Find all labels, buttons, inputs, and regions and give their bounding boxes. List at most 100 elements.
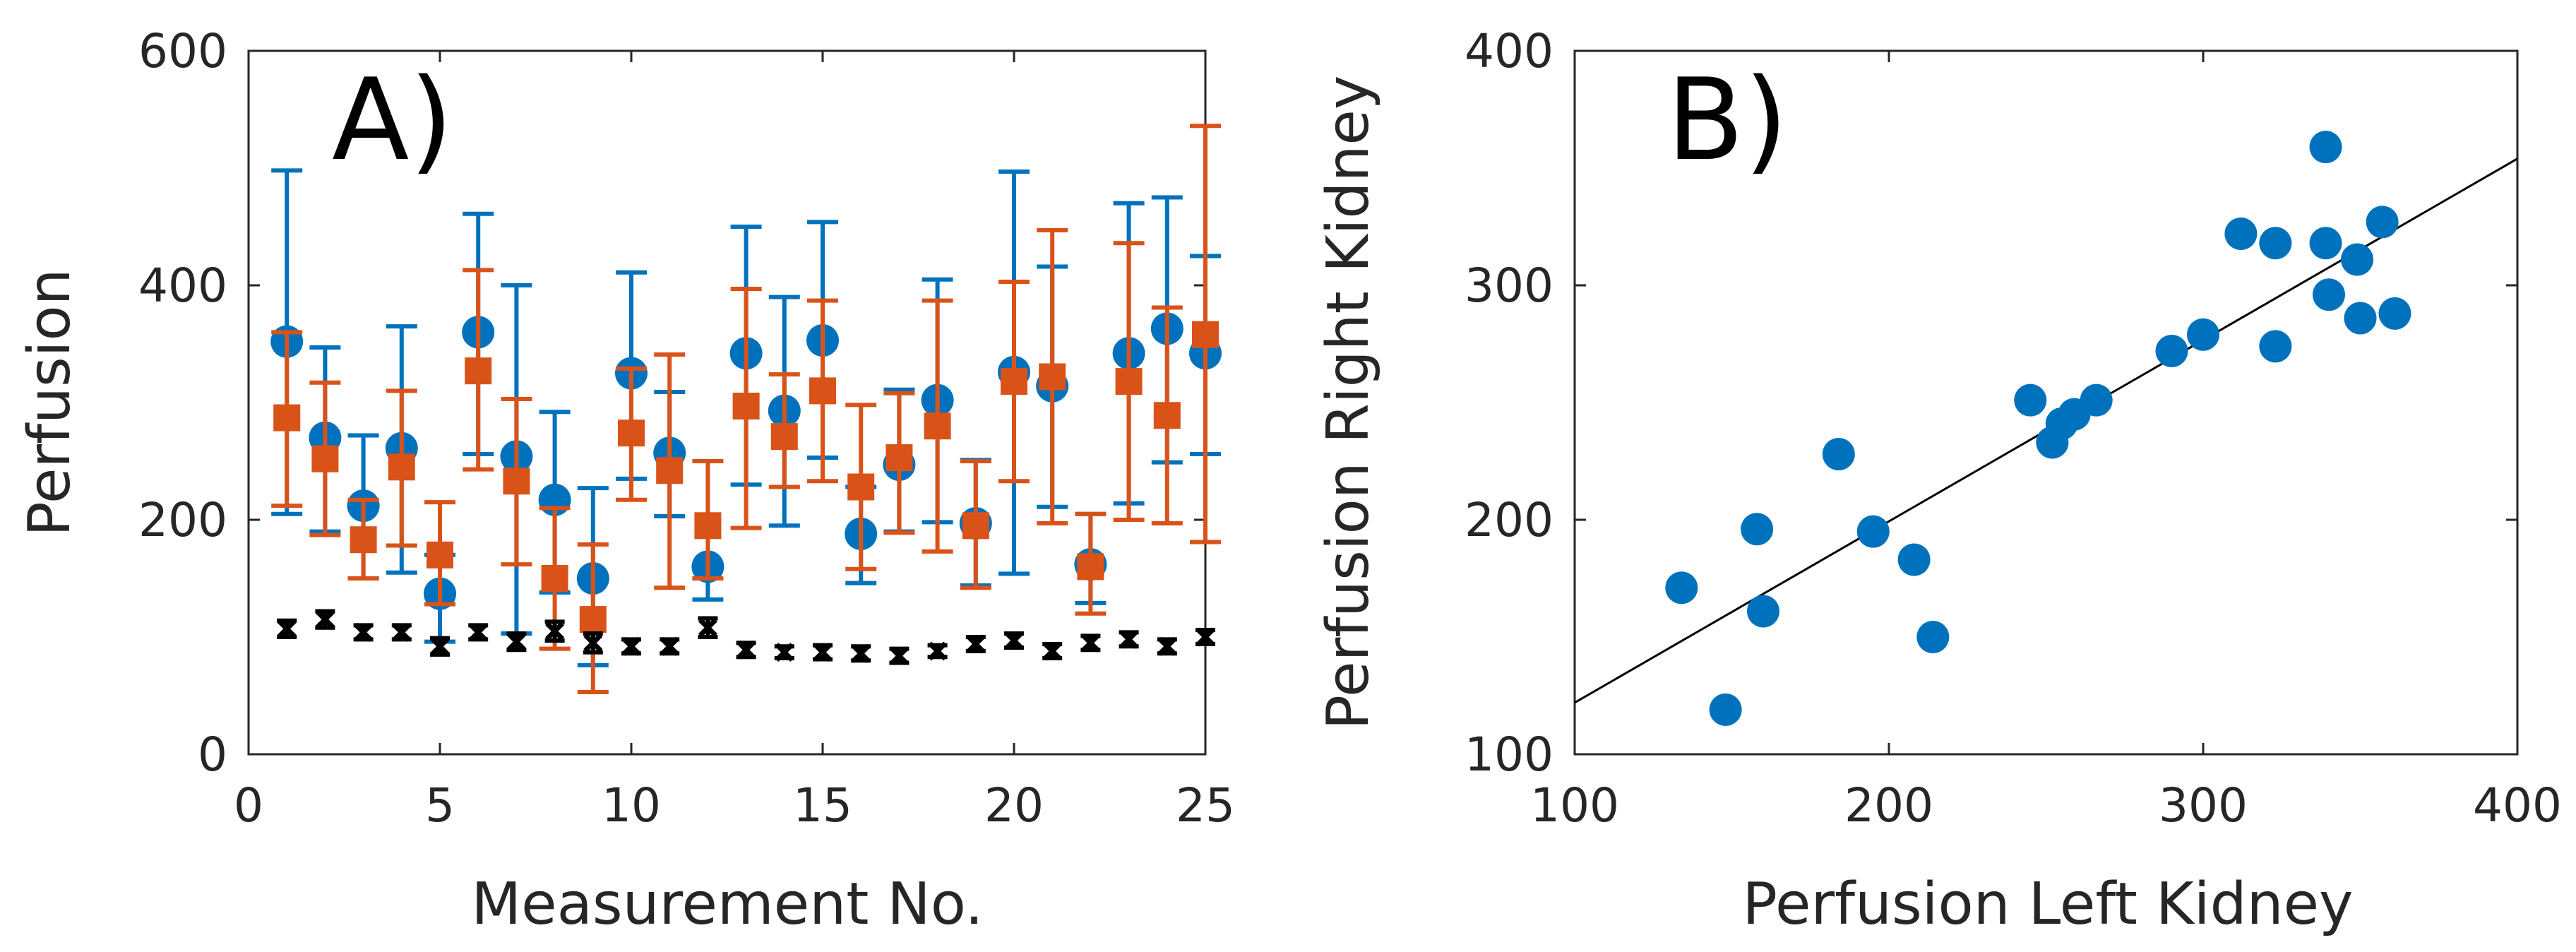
panel-a-point <box>1153 402 1181 429</box>
panel-a-point <box>506 632 526 652</box>
panel-a-label: A) <box>332 54 453 186</box>
panel-a-point <box>694 512 722 540</box>
panel-b-data <box>1574 131 2518 726</box>
panel-b-x-tick-label: 300 <box>2159 778 2248 833</box>
panel-b-x-tick-label: 400 <box>2473 778 2562 833</box>
panel-b-point <box>2155 334 2188 367</box>
panel-a-point <box>388 453 415 481</box>
panel-a-point <box>928 641 948 661</box>
panel-b-point <box>2224 217 2258 250</box>
panel-a-point <box>962 512 989 540</box>
panel-a-point <box>1119 629 1139 649</box>
panel-b-point <box>2341 243 2374 276</box>
panel-b-x-tick-label: 100 <box>1530 778 1619 833</box>
panel-a-point <box>1080 633 1100 653</box>
panel-a-point <box>311 445 339 472</box>
panel-a-point <box>503 468 530 495</box>
panel-b-y-ticks: 100 200 300 400 <box>1465 24 2517 782</box>
panel-a-y-tick-label: 200 <box>138 493 227 547</box>
panel-b-point <box>1856 515 1890 548</box>
panel-a-point <box>886 444 913 472</box>
panel-b-point <box>2309 131 2342 164</box>
panel-a-point <box>579 606 607 633</box>
panel-a-point <box>583 633 603 653</box>
panel-a-point <box>1004 631 1024 650</box>
panel-a-point <box>315 609 335 629</box>
panel-b-point <box>2259 330 2292 363</box>
panel-a-point <box>847 473 875 501</box>
panel-a-point <box>775 643 794 662</box>
panel-b-point <box>2378 297 2411 330</box>
panel-a-point <box>618 420 645 447</box>
panel-a-y-axis-title: Perfusion <box>16 268 83 536</box>
panel-b-point <box>2344 302 2377 335</box>
panel-a-x-tick-label: 15 <box>793 778 852 833</box>
panel-b-point <box>1897 543 1931 576</box>
panel-a-point <box>770 423 798 451</box>
panel-a-point <box>660 636 679 656</box>
panel-b-point <box>2259 227 2292 260</box>
panel-b-y-tick-label: 100 <box>1465 727 1554 782</box>
panel-a-point <box>541 565 568 592</box>
panel-a-point <box>1042 641 1062 661</box>
panel-b-point <box>2313 278 2345 311</box>
panel-b-point <box>1709 693 1742 726</box>
panel-a-point <box>1077 553 1104 581</box>
panel-b-y-axis-title: Perfusion Right Kidney <box>1315 76 1382 730</box>
panel-b-x-tick-label: 200 <box>1844 778 1933 833</box>
panel-a-point <box>698 618 717 638</box>
panel-a-point <box>1115 368 1143 395</box>
panel-b-point <box>1916 621 1950 653</box>
panel-a-point <box>924 412 951 440</box>
panel-a-point <box>737 640 756 660</box>
panel-a-point <box>465 357 492 385</box>
panel-a-point <box>1001 368 1027 395</box>
panel-a-series-2 <box>277 609 1215 666</box>
panel-a-x-tick-label: 5 <box>425 778 455 833</box>
panel-a-point <box>350 526 377 554</box>
panel-a-x-tick-label: 10 <box>602 778 661 833</box>
panel-b-chart: 100 200 300 400 100 200 300 400 B) Perfusion L… <box>1315 24 2562 938</box>
panel-a-data <box>270 124 1222 695</box>
panel-a-point <box>621 636 641 656</box>
panel-b-point <box>2080 383 2113 417</box>
panel-a-point <box>1192 321 1219 348</box>
panel-a-point <box>851 643 871 663</box>
panel-b-y-tick-label: 200 <box>1465 493 1554 547</box>
panel-a-chart: 0 200 400 600 0 5 10 15 20 25 A) Measurement No.… <box>16 24 1235 938</box>
panel-a-point <box>1195 627 1215 647</box>
panel-b-x-axis-title: Perfusion Left Kidney <box>1742 871 2353 938</box>
panel-a-y-tick-label: 400 <box>138 258 227 313</box>
panel-b-point <box>2366 206 2399 239</box>
panel-a-point <box>966 634 986 654</box>
panel-a-point <box>732 392 760 420</box>
panel-a-point <box>468 622 488 642</box>
panel-b-point <box>1822 438 1855 471</box>
panel-a-point <box>656 457 684 484</box>
panel-a-series-1 <box>271 124 1221 695</box>
panel-a-y-tick-label: 0 <box>198 727 227 782</box>
panel-b-point <box>1665 571 1698 605</box>
panel-a-point <box>813 643 833 662</box>
panel-a-point <box>392 622 412 642</box>
panel-a-point <box>545 621 565 641</box>
panel-a-point <box>427 541 453 569</box>
panel-a-y-ticks: 0 200 400 600 <box>138 24 1205 782</box>
panel-a-x-axis-title: Measurement No. <box>471 871 983 938</box>
panel-b-series-0 <box>1665 131 2411 726</box>
panel-a-point <box>1039 363 1066 391</box>
panel-a-point <box>430 636 450 656</box>
panel-b-y-tick-label: 400 <box>1465 24 1554 78</box>
panel-b-point <box>1741 513 1774 546</box>
panel-a-point <box>354 622 374 642</box>
panel-a-point <box>889 646 909 666</box>
panel-b-y-tick-label: 300 <box>1465 258 1554 313</box>
panel-a-point <box>1157 636 1177 656</box>
panel-a-x-tick-label: 25 <box>1176 778 1235 833</box>
panel-a-point <box>273 404 301 432</box>
panel-b-point <box>2309 227 2342 260</box>
panel-a-y-tick-label: 600 <box>138 24 227 78</box>
panel-b-x-ticks: 100 200 300 400 <box>1530 51 2562 833</box>
panel-a-point <box>277 619 297 638</box>
panel-b-point <box>1747 595 1779 628</box>
